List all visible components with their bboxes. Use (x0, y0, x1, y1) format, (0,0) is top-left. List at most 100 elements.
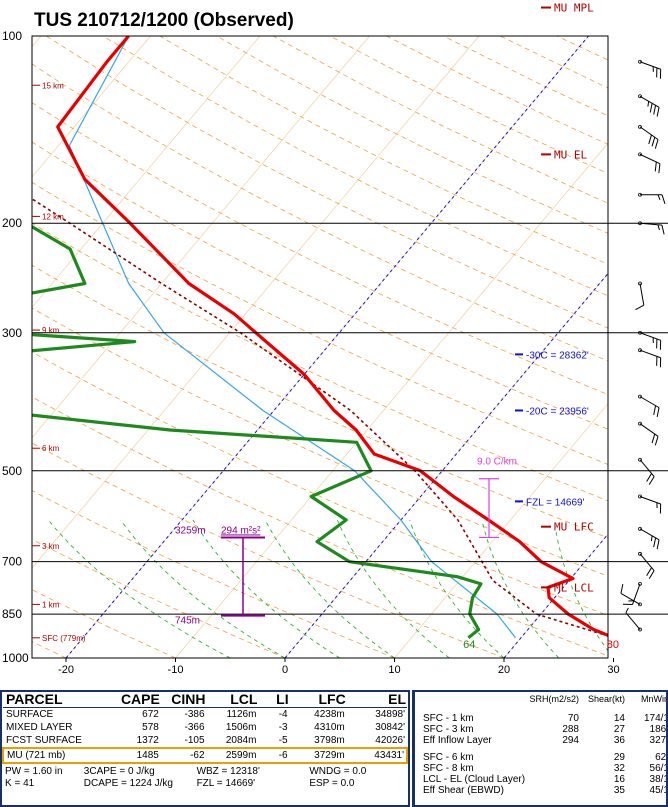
parcel-cinh: -62 (160, 747, 207, 764)
isotherm-line (175, 142, 608, 658)
wind-barb-flag (661, 225, 665, 235)
wind-barb-flag (646, 473, 652, 482)
wind-barb-flag (654, 139, 659, 149)
col-parcel: PARCEL (6, 691, 63, 707)
wind-barb (638, 457, 655, 485)
col-el: EL (388, 691, 406, 707)
layer-shear: 16 (613, 774, 625, 785)
parcel-cape: 1485 (106, 747, 161, 764)
parcel-name: SURFACE (6, 709, 54, 720)
col-li: LI (276, 691, 289, 707)
layer-shear: 32 (613, 763, 625, 774)
k-index-value: K = 41 (5, 778, 35, 789)
table-row: SFC - 3 km 288 27 186/ (415, 724, 666, 735)
layer-mnwind: 56/1 (649, 763, 668, 774)
isotherm-line (32, 36, 261, 308)
wind-barb-flag (661, 194, 666, 204)
layer-shear: 35 (613, 785, 625, 796)
moist-adiabat (409, 519, 505, 658)
isotherm-line (32, 36, 480, 569)
dry-adiabat (614, 36, 668, 658)
dry-adiabat (32, 351, 608, 616)
wbz-value: WBZ = 12318' (196, 766, 260, 777)
height-label: 6 km (42, 444, 60, 453)
layer-shear: 14 (613, 713, 625, 724)
layer-name: SFC - 6 km (423, 752, 474, 763)
dry-adiabat (273, 36, 608, 204)
wind-barb-flag (635, 304, 645, 311)
temp-tick-label: 30 (607, 664, 619, 676)
layer-shear: 29 (613, 752, 625, 763)
wind-barb-staff (639, 349, 661, 359)
wind-barb-base (638, 581, 642, 586)
parcel-lcl: 2084m (225, 735, 257, 746)
wind-barb-base (638, 494, 642, 499)
table-row: SFC - 1 km 70 14 174/1 (415, 707, 668, 724)
moist-adiabat (120, 519, 286, 658)
wind-barb-flag (620, 583, 624, 594)
marker-label: MU EL (554, 148, 587, 161)
marker-label: MU MPL (554, 2, 594, 15)
isotherm-line (32, 36, 370, 439)
layer-name: SFC - 1 km (423, 713, 474, 724)
wind-barb-base (638, 59, 642, 64)
pw-value: PW = 1.60 in (5, 766, 63, 777)
level-label: -20C = 23956' (526, 406, 589, 417)
wind-barb-base (638, 602, 642, 607)
pressure-label: 100 (2, 29, 22, 43)
dry-adiabat (102, 36, 608, 297)
wetbulb-line (68, 36, 516, 639)
effective-srh-label: 294 m²s² (221, 525, 261, 536)
wind-barb (622, 581, 642, 606)
layer-srh: 294 (562, 735, 579, 746)
wind-barb-base (638, 94, 642, 99)
layer-srh: 288 (562, 724, 579, 735)
moist-adiabat (192, 519, 341, 658)
wind-barb (638, 494, 662, 514)
wind-barb-staff (639, 423, 659, 437)
wind-barb (638, 348, 662, 368)
wind-barb-staff (639, 283, 645, 306)
layer-mnwind: 327/ (649, 735, 668, 746)
height-label: 15 km (42, 81, 64, 90)
pressure-label: 300 (2, 326, 22, 340)
layer-srh (525, 774, 581, 785)
effective-top-label: 3259m (175, 525, 206, 536)
dry-adiabat (32, 141, 608, 430)
3cape-value: 3CAPE = 0 J/kg (83, 766, 155, 777)
wind-barb-flag (654, 436, 659, 446)
wind-barb-base (638, 124, 642, 129)
wind-barb-staff (639, 95, 660, 108)
dry-adiabat (159, 36, 608, 265)
sfc-temp-label: 80 (607, 639, 619, 651)
parcel-cinh: -386 (184, 709, 205, 720)
wind-barb-half (657, 194, 661, 200)
wind-barb-staff (639, 332, 661, 341)
layer-shear: 36 (613, 735, 625, 746)
chart-title: TUS 210712/1200 (Observed) (34, 10, 294, 31)
parcel-cape: 1372 (136, 735, 159, 746)
parcel-table: PARCEL CAPE CINH LCL LI LFC EL SURFACE 6… (2, 692, 408, 764)
wind-barb-flag (648, 134, 652, 145)
wind-barb-flag (646, 567, 652, 576)
layer-mnwind: 174/1 (643, 713, 668, 724)
dry-adiabat (216, 36, 608, 234)
table-row: SURFACE 672 -386 1126m -4 4238m 34898' (3, 708, 407, 722)
temp-tick-label: 10 (388, 664, 400, 676)
wind-barb-staff (625, 612, 641, 630)
temperature-line (56, 36, 608, 638)
wind-barb (638, 330, 662, 350)
wind-barb-flag (649, 103, 653, 113)
wind-barb-base (638, 348, 642, 353)
dry-adiabat (32, 102, 608, 396)
temp-tick-label: 0 (282, 664, 288, 676)
layer-shear: 27 (613, 724, 625, 735)
wind-barb-base (638, 281, 642, 286)
wind-barb-flag (656, 407, 660, 418)
wind-barb-staff (639, 61, 661, 70)
wind-barb (638, 94, 660, 117)
height-label: 12 km (42, 212, 64, 221)
parcel-lcl: 2599m (206, 747, 259, 764)
parcel-li: -5 (278, 735, 288, 746)
wind-barb-base (638, 627, 642, 632)
